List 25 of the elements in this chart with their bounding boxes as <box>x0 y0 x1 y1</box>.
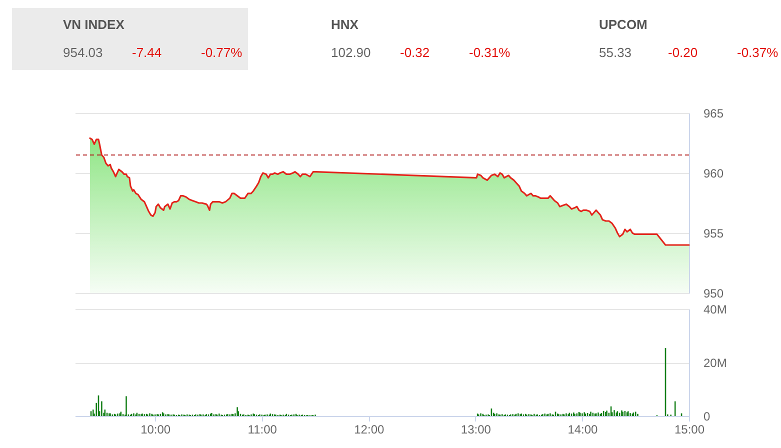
text: VN INDEX <box>63 17 125 32</box>
text: -0.31% <box>469 45 511 60</box>
text: -0.32 <box>400 45 430 60</box>
y-tick-label: 955 <box>704 226 724 240</box>
y-tick-label: 20M <box>704 356 727 370</box>
text: -0.20 <box>668 45 698 60</box>
y-tick-label: 965 <box>704 106 724 120</box>
x-tick-label: 10:00 <box>140 422 171 436</box>
text: -0.77% <box>201 45 243 60</box>
text: 954.03 <box>63 45 103 60</box>
x-tick-label: 15:00 <box>674 422 705 436</box>
x-tick-label: 12:00 <box>354 422 384 436</box>
x-tick-label: 14:00 <box>568 422 598 436</box>
text: HNX <box>331 17 359 32</box>
y-tick-label: 40M <box>704 302 727 316</box>
text: -7.44 <box>132 45 162 60</box>
text: -0.37% <box>737 45 779 60</box>
text: 102.90 <box>331 45 371 60</box>
text: UPCOM <box>599 17 648 32</box>
y-tick-label: 950 <box>704 286 724 300</box>
x-tick-label: 13:00 <box>460 422 492 436</box>
text: 55.33 <box>599 45 632 60</box>
y-tick-label: 0 <box>704 410 710 424</box>
x-tick-label: 11:00 <box>248 422 278 436</box>
y-tick-label: 960 <box>704 166 724 180</box>
